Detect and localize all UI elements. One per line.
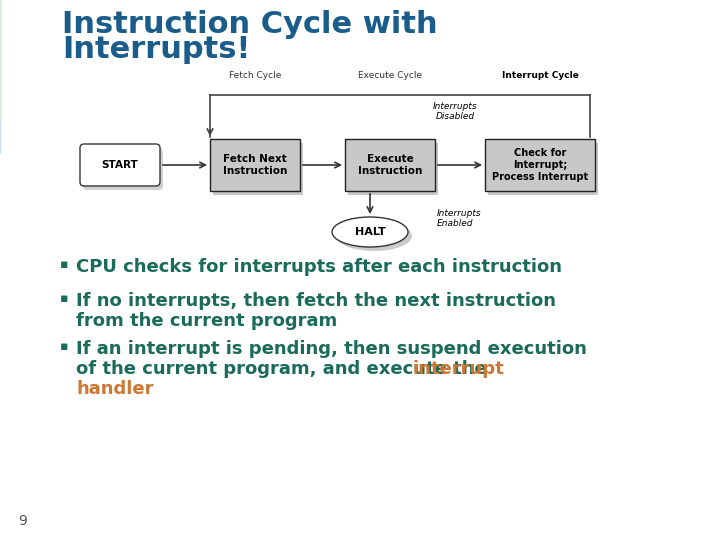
Text: Interrupts
Disabled: Interrupts Disabled <box>433 102 477 121</box>
Text: CPU checks for interrupts after each instruction: CPU checks for interrupts after each ins… <box>76 258 562 276</box>
Text: Execute Cycle: Execute Cycle <box>358 71 422 80</box>
Text: ▪: ▪ <box>60 292 68 305</box>
Ellipse shape <box>336 221 412 251</box>
FancyBboxPatch shape <box>83 148 163 190</box>
Ellipse shape <box>332 217 408 247</box>
Text: Fetch Cycle: Fetch Cycle <box>229 71 282 80</box>
Text: ▪: ▪ <box>60 258 68 271</box>
FancyBboxPatch shape <box>213 143 303 195</box>
Text: Interrupts
Enabled: Interrupts Enabled <box>437 209 482 228</box>
Text: Instruction Cycle with: Instruction Cycle with <box>62 10 438 39</box>
Text: Interrupts!: Interrupts! <box>62 35 251 64</box>
FancyBboxPatch shape <box>80 144 160 186</box>
Text: 9: 9 <box>18 514 27 528</box>
FancyBboxPatch shape <box>488 143 598 195</box>
Text: If no interrupts, then fetch the next instruction: If no interrupts, then fetch the next in… <box>76 292 556 310</box>
Text: ▪: ▪ <box>60 340 68 353</box>
Text: interrupt: interrupt <box>413 360 505 378</box>
FancyBboxPatch shape <box>210 139 300 191</box>
Text: Interrupt Cycle: Interrupt Cycle <box>502 71 578 80</box>
Text: START: START <box>102 160 138 170</box>
Text: If an interrupt is pending, then suspend execution: If an interrupt is pending, then suspend… <box>76 340 587 358</box>
FancyBboxPatch shape <box>485 139 595 191</box>
FancyBboxPatch shape <box>348 143 438 195</box>
Text: handler: handler <box>76 380 153 398</box>
Text: Fetch Next
Instruction: Fetch Next Instruction <box>222 154 287 176</box>
Text: from the current program: from the current program <box>76 312 337 330</box>
Text: Execute
Instruction: Execute Instruction <box>358 154 422 176</box>
FancyBboxPatch shape <box>345 139 435 191</box>
Text: of the current program, and execute the: of the current program, and execute the <box>76 360 493 378</box>
Text: Check for
Interrupt;
Process Interrupt: Check for Interrupt; Process Interrupt <box>492 148 588 181</box>
Text: HALT: HALT <box>355 227 385 237</box>
